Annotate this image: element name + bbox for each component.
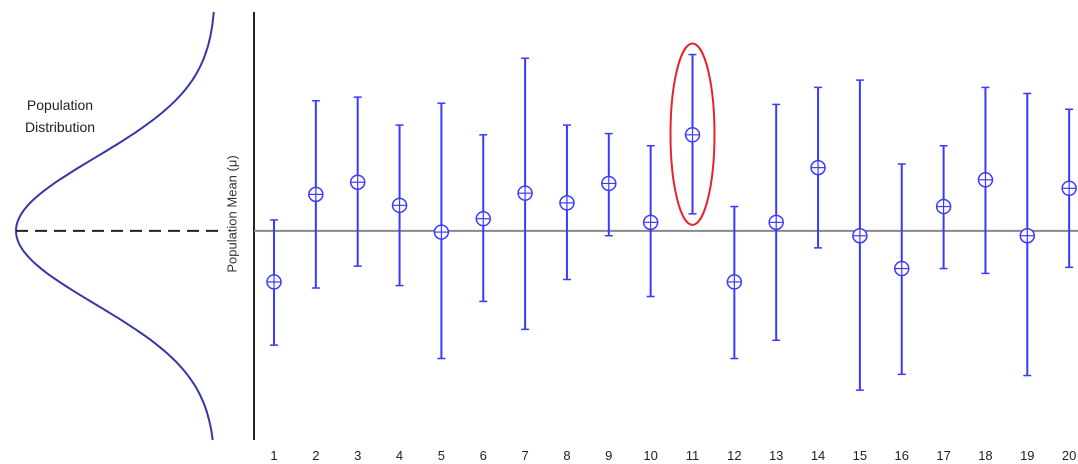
x-tick-label-2: 2 [312,448,319,463]
interval-14 [810,86,826,249]
interval-6 [475,134,491,303]
interval-4 [391,124,408,287]
interval-16 [894,163,910,376]
x-tick-label-19: 19 [1020,448,1034,463]
x-tick-label-5: 5 [438,448,445,463]
interval-9 [601,132,617,237]
y-axis-label: Population Mean (μ) [224,155,240,273]
intervals [266,53,1077,391]
interval-10 [642,145,659,298]
interval-20 [1061,108,1077,269]
interval-8 [559,124,575,281]
x-tick-label-9: 9 [605,448,612,463]
interval-2 [308,100,324,289]
interval-5 [433,102,450,360]
distribution-label-line-1: Population [26,97,94,113]
population-distribution-curve [14,11,215,441]
highlight-ellipse [669,42,716,226]
x-tick-labels: 1 2 3 4 5 6 7 8 9 10 11 12 13 14 15 16 17 18 19 20 [270,448,1076,463]
x-tick-label-6: 6 [480,448,487,463]
interval-17 [935,145,952,270]
x-tick-label-16: 16 [895,448,909,463]
interval-11 [684,53,701,215]
interval-13 [768,103,784,342]
x-tick-label-11: 11 [686,448,700,463]
interval-15 [852,79,868,391]
distribution-label-line-2: Distribution [24,119,96,135]
x-tick-label-12: 12 [727,448,741,463]
x-tick-label-8: 8 [563,448,570,463]
x-tick-label-15: 15 [853,448,867,463]
x-tick-label-4: 4 [396,448,403,463]
x-tick-label-3: 3 [354,448,361,463]
x-tick-label-7: 7 [521,448,528,463]
x-tick-label-17: 17 [936,448,950,463]
x-tick-label-14: 14 [811,448,825,463]
interval-7 [517,57,533,331]
x-tick-label-13: 13 [769,448,783,463]
interval-18 [977,86,994,275]
interval-12 [726,205,743,360]
x-tick-label-20: 20 [1062,448,1076,463]
interval-3 [349,96,366,267]
interval-1 [266,219,282,346]
x-tick-label-10: 10 [643,448,657,463]
x-tick-label-18: 18 [978,448,992,463]
x-tick-label-1: 1 [270,448,277,463]
interval-19 [1019,92,1036,377]
